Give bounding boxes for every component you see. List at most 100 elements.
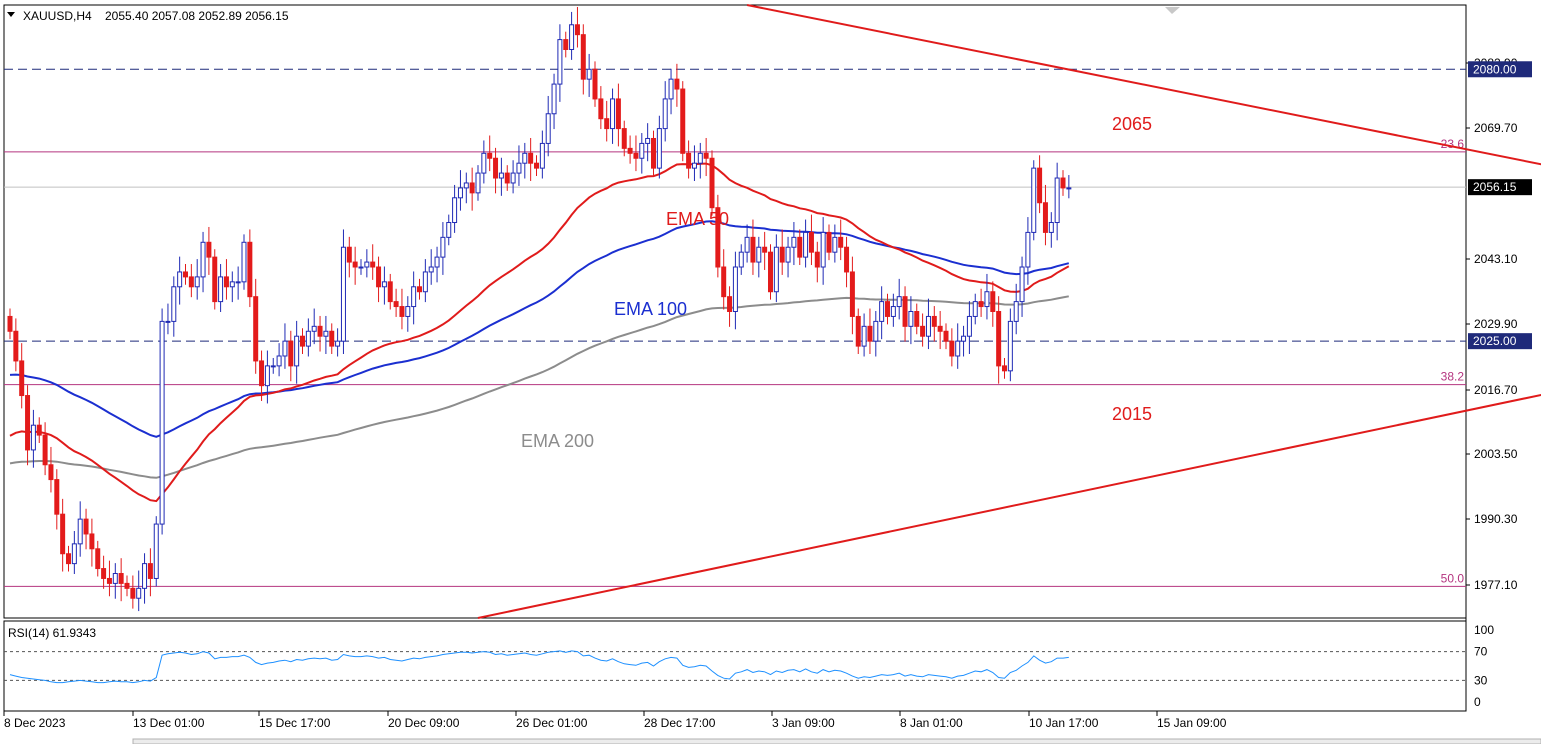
candle-body[interactable] [703, 152, 709, 159]
candle-body[interactable] [937, 325, 943, 332]
candle-body[interactable] [534, 162, 539, 169]
candle-body[interactable] [212, 256, 218, 303]
candle-body[interactable] [721, 266, 727, 298]
candle-body[interactable] [645, 137, 651, 144]
candle-body[interactable] [855, 315, 861, 347]
candle-body[interactable] [574, 24, 580, 36]
candle-body[interactable] [709, 157, 715, 209]
candle-body[interactable] [417, 286, 422, 293]
candle-body[interactable] [393, 301, 399, 308]
candle-body[interactable] [399, 306, 405, 317]
candle-body[interactable] [71, 543, 77, 565]
candle-body[interactable] [188, 276, 194, 288]
candle-body[interactable] [206, 241, 212, 258]
candle-body[interactable] [832, 236, 838, 253]
candle-body[interactable] [984, 291, 990, 308]
candle-body[interactable] [972, 301, 978, 317]
candle-body[interactable] [779, 246, 785, 263]
candle-body[interactable] [732, 266, 738, 312]
candle-body[interactable] [592, 68, 598, 100]
candle-body[interactable] [422, 271, 428, 293]
candle-body[interactable] [908, 311, 914, 327]
candle-body[interactable] [949, 340, 955, 357]
candle-body[interactable] [194, 276, 200, 288]
candle-body[interactable] [879, 301, 885, 322]
candle-body[interactable] [586, 68, 592, 80]
candle-body[interactable] [814, 251, 820, 268]
candle-body[interactable] [30, 424, 36, 451]
candle-body[interactable] [715, 207, 721, 268]
candle-body[interactable] [1031, 167, 1037, 233]
current-price-box[interactable] [1468, 179, 1532, 196]
candle-body[interactable] [873, 320, 879, 342]
candle-body[interactable] [680, 88, 686, 154]
candle-body[interactable] [955, 340, 961, 357]
candle-body[interactable] [604, 118, 610, 130]
candle-body[interactable] [428, 266, 434, 273]
candle-body[interactable] [1048, 222, 1054, 233]
candle-body[interactable] [136, 587, 142, 599]
candle-body[interactable] [768, 251, 773, 293]
candle-body[interactable] [516, 162, 522, 174]
candle-body[interactable] [457, 187, 463, 199]
candle-body[interactable] [340, 246, 346, 342]
candle-body[interactable] [738, 251, 744, 268]
candle-body[interactable] [124, 582, 130, 589]
candle-body[interactable] [381, 281, 387, 288]
candle-body[interactable] [411, 286, 417, 308]
candle-body[interactable] [364, 261, 370, 268]
candle-body[interactable] [838, 236, 844, 248]
candle-body[interactable] [727, 296, 733, 312]
candle-body[interactable] [961, 335, 967, 342]
candle-body[interactable] [914, 311, 920, 327]
candle-body[interactable] [762, 246, 768, 253]
candle-body[interactable] [317, 325, 323, 337]
candle-body[interactable] [656, 128, 662, 169]
horizontal-scrollbar[interactable] [132, 738, 1541, 744]
candle-body[interactable] [931, 315, 937, 327]
candle-body[interactable] [867, 325, 873, 342]
candle-body[interactable] [803, 231, 809, 258]
candle-body[interactable] [276, 355, 282, 367]
candle-body[interactable] [487, 152, 493, 159]
candle-body[interactable] [36, 424, 42, 436]
candle-body[interactable] [750, 236, 756, 263]
candle-body[interactable] [106, 577, 112, 584]
candle-body[interactable] [101, 568, 107, 579]
chart-shift-marker-icon[interactable] [1165, 7, 1180, 14]
candle-body[interactable] [1019, 266, 1025, 303]
ema50-line[interactable] [9, 162, 1070, 503]
candle-body[interactable] [1002, 365, 1007, 372]
candle-body[interactable] [627, 147, 633, 154]
candle-body[interactable] [1042, 202, 1048, 233]
candle-body[interactable] [826, 231, 832, 253]
candle-body[interactable] [153, 523, 159, 579]
candle-body[interactable] [323, 330, 329, 337]
candle-body[interactable] [1025, 231, 1031, 268]
candle-body[interactable] [165, 320, 171, 323]
candle-body[interactable] [662, 98, 668, 130]
candle-body[interactable] [446, 222, 452, 238]
candle-body[interactable] [130, 587, 136, 599]
candle-body[interactable] [528, 152, 534, 164]
candle-body[interactable] [25, 395, 31, 451]
candle-body[interactable] [885, 301, 890, 317]
candle-body[interactable] [376, 266, 382, 288]
candle-body[interactable] [598, 98, 604, 120]
candle-body[interactable] [820, 231, 826, 268]
candle-body[interactable] [89, 533, 95, 550]
candle-body[interactable] [118, 573, 124, 584]
candle-body[interactable] [452, 197, 458, 224]
candle-body[interactable] [42, 434, 48, 466]
candle-body[interactable] [387, 281, 393, 303]
candle-body[interactable] [966, 315, 972, 337]
candle-body[interactable] [405, 306, 411, 317]
candle-body[interactable] [791, 236, 797, 248]
ema200-line[interactable] [9, 295, 1069, 479]
candle-body[interactable] [756, 246, 762, 263]
candle-body[interactable] [545, 113, 551, 144]
candle-body[interactable] [902, 296, 908, 327]
candle-body[interactable] [610, 98, 616, 130]
candle-body[interactable] [264, 365, 270, 387]
